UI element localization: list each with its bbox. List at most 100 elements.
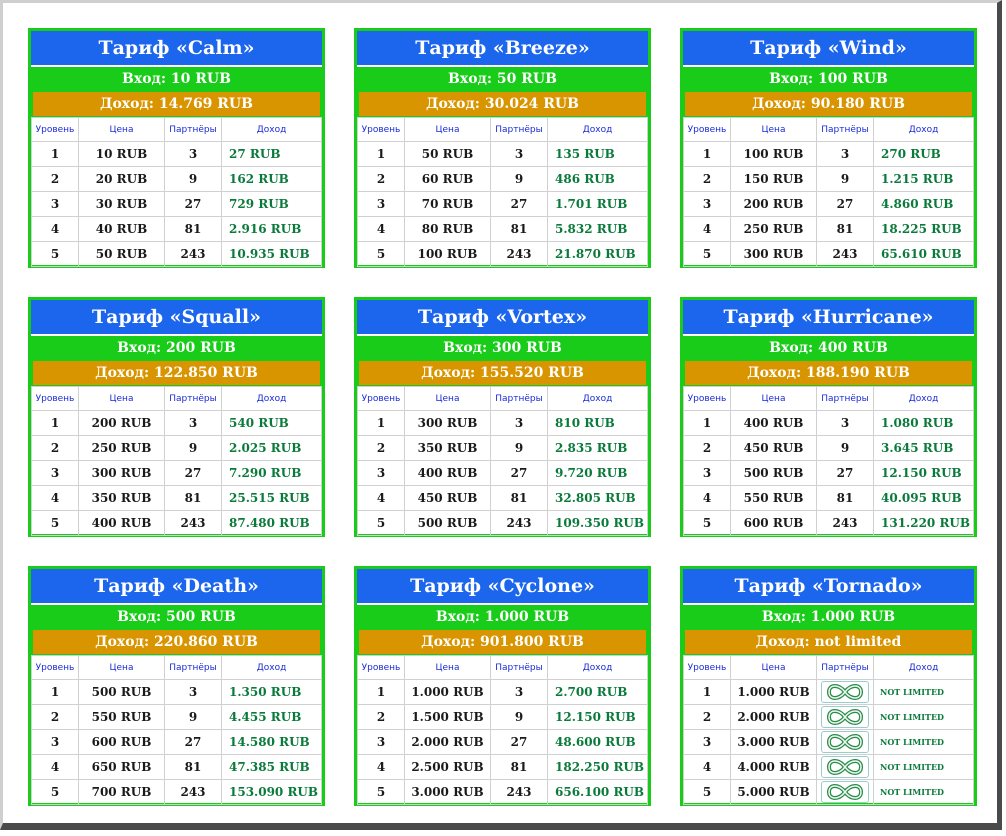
card-title: Тариф «Breeze» — [357, 31, 648, 67]
cell-income: 182.250 RUB — [547, 754, 648, 780]
cell-partners: 81 — [490, 216, 548, 242]
cell-price: 1.000 RUB — [404, 679, 491, 705]
cell-income: 810 RUB — [547, 410, 648, 436]
tariff-card-squall: Тариф «Squall» Вход: 200 RUB Доход: 122.… — [28, 297, 325, 537]
header-income: Доход — [221, 117, 322, 142]
cell-level: 1 — [31, 410, 79, 436]
cell-level: 5 — [31, 510, 79, 536]
cell-income: 270 RUB — [873, 141, 974, 167]
tariff-card-vortex: Тариф «Vortex» Вход: 300 RUB Доход: 155.… — [354, 297, 651, 537]
table-row: 5 700 RUB 243 153.090 RUB — [31, 779, 322, 805]
card-entry: Вход: 1.000 RUB — [683, 605, 974, 628]
cell-income: 1.080 RUB — [873, 410, 974, 436]
cell-income: 65.610 RUB — [873, 241, 974, 267]
cell-income: 47.385 RUB — [221, 754, 322, 780]
infinity-icon — [821, 756, 869, 778]
cell-price: 1.000 RUB — [730, 679, 817, 705]
cell-level: 3 — [31, 729, 79, 755]
cell-partners: 27 — [164, 729, 222, 755]
cell-income: 1.350 RUB — [221, 679, 322, 705]
header-income: Доход — [547, 117, 648, 142]
header-price: Цена — [730, 655, 817, 680]
cell-partners: 81 — [164, 216, 222, 242]
cell-price: 50 RUB — [78, 241, 165, 267]
header-income: Доход — [873, 655, 974, 680]
card-income: Доход: 155.520 RUB — [357, 359, 648, 386]
table-row: 3 30 RUB 27 729 RUB — [31, 191, 322, 217]
table-row: 3 300 RUB 27 7.290 RUB — [31, 460, 322, 486]
card-entry: Вход: 300 RUB — [357, 336, 648, 359]
table-row: 3 200 RUB 27 4.860 RUB — [683, 191, 974, 217]
cell-income: 5.832 RUB — [547, 216, 648, 242]
table-row: 2 1.500 RUB 9 12.150 RUB — [357, 704, 648, 730]
cell-level: 1 — [357, 679, 405, 705]
cell-income: 9.720 RUB — [547, 460, 648, 486]
cell-partners — [816, 704, 874, 730]
cell-price: 2.000 RUB — [404, 729, 491, 755]
table-row: 2 450 RUB 9 3.645 RUB — [683, 435, 974, 461]
card-title: Тариф «Hurricane» — [683, 300, 974, 336]
cell-income: 131.220 RUB — [873, 510, 974, 536]
cell-income: 27 RUB — [221, 141, 322, 167]
cell-partners — [816, 679, 874, 705]
cell-income: 656.100 RUB — [547, 779, 648, 805]
header-price: Цена — [78, 117, 165, 142]
table-row: 4 650 RUB 81 47.385 RUB — [31, 754, 322, 780]
cell-level: 4 — [683, 754, 731, 780]
header-price: Цена — [730, 386, 817, 411]
cell-price: 10 RUB — [78, 141, 165, 167]
cell-level: 3 — [31, 191, 79, 217]
header-price: Цена — [404, 655, 491, 680]
header-income: Доход — [221, 655, 322, 680]
cell-price: 70 RUB — [404, 191, 491, 217]
cell-income: 87.480 RUB — [221, 510, 322, 536]
card-entry: Вход: 10 RUB — [31, 67, 322, 90]
table-row: 4 40 RUB 81 2.916 RUB — [31, 216, 322, 242]
cell-income: 2.700 RUB — [547, 679, 648, 705]
cell-income: NOT LIMITED — [873, 704, 974, 730]
cell-income: 729 RUB — [221, 191, 322, 217]
cell-price: 100 RUB — [730, 141, 817, 167]
cell-partners: 9 — [490, 704, 548, 730]
cell-level: 3 — [683, 729, 731, 755]
cell-level: 2 — [357, 435, 405, 461]
card-title: Тариф «Squall» — [31, 300, 322, 336]
cell-income: 40.095 RUB — [873, 485, 974, 511]
table-row: 3 70 RUB 27 1.701 RUB — [357, 191, 648, 217]
header-price: Цена — [404, 117, 491, 142]
cell-level: 5 — [683, 510, 731, 536]
cell-income: 162 RUB — [221, 166, 322, 192]
cell-partners: 81 — [490, 754, 548, 780]
cell-partners: 9 — [164, 166, 222, 192]
cell-income: 32.805 RUB — [547, 485, 648, 511]
infinity-icon — [821, 706, 869, 728]
cell-income: 2.835 RUB — [547, 435, 648, 461]
cell-level: 1 — [31, 141, 79, 167]
cell-partners: 243 — [490, 510, 548, 536]
cell-income: 3.645 RUB — [873, 435, 974, 461]
card-title: Тариф «Calm» — [31, 31, 322, 67]
header-level: Уровень — [31, 117, 79, 142]
cell-partners: 81 — [816, 216, 874, 242]
table-header: Уровень Цена Партнёры Доход — [31, 386, 322, 411]
cell-price: 40 RUB — [78, 216, 165, 242]
table-row: 1 400 RUB 3 1.080 RUB — [683, 410, 974, 436]
table-row: 5 50 RUB 243 10.935 RUB — [31, 241, 322, 267]
levels-table: Уровень Цена Партнёры Доход 1 10 RUB 3 27 R… — [31, 117, 322, 267]
levels-table: Уровень Цена Партнёры Доход 1 300 RUB 3 810… — [357, 386, 648, 536]
cell-price: 250 RUB — [78, 435, 165, 461]
cell-income: 2.025 RUB — [221, 435, 322, 461]
cell-level: 4 — [357, 485, 405, 511]
table-row: 1 300 RUB 3 810 RUB — [357, 410, 648, 436]
table-row: 1 200 RUB 3 540 RUB — [31, 410, 322, 436]
cell-income: 10.935 RUB — [221, 241, 322, 267]
cell-income: 4.860 RUB — [873, 191, 974, 217]
tariff-card-hurricane: Тариф «Hurricane» Вход: 400 RUB Доход: 1… — [680, 297, 977, 537]
table-row: 2 550 RUB 9 4.455 RUB — [31, 704, 322, 730]
header-partners: Партнёры — [816, 386, 874, 411]
header-income: Доход — [547, 386, 648, 411]
cell-income: 12.150 RUB — [873, 460, 974, 486]
table-row: 4 80 RUB 81 5.832 RUB — [357, 216, 648, 242]
table-row: 5 100 RUB 243 21.870 RUB — [357, 241, 648, 267]
table-header: Уровень Цена Партнёры Доход — [683, 117, 974, 142]
